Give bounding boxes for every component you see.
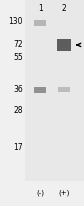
Text: 2: 2 <box>61 4 66 13</box>
Text: 130: 130 <box>8 17 23 26</box>
Text: 72: 72 <box>13 40 23 49</box>
Bar <box>34 87 46 93</box>
Text: (+): (+) <box>58 189 70 196</box>
Bar <box>25 0 84 181</box>
Bar <box>34 20 46 26</box>
Text: 36: 36 <box>13 85 23 94</box>
Text: 55: 55 <box>13 53 23 62</box>
Text: 28: 28 <box>13 106 23 115</box>
Text: 17: 17 <box>13 143 23 152</box>
Bar <box>58 87 70 92</box>
Text: (-): (-) <box>36 189 44 196</box>
Bar <box>57 39 71 51</box>
Text: 1: 1 <box>38 4 43 13</box>
